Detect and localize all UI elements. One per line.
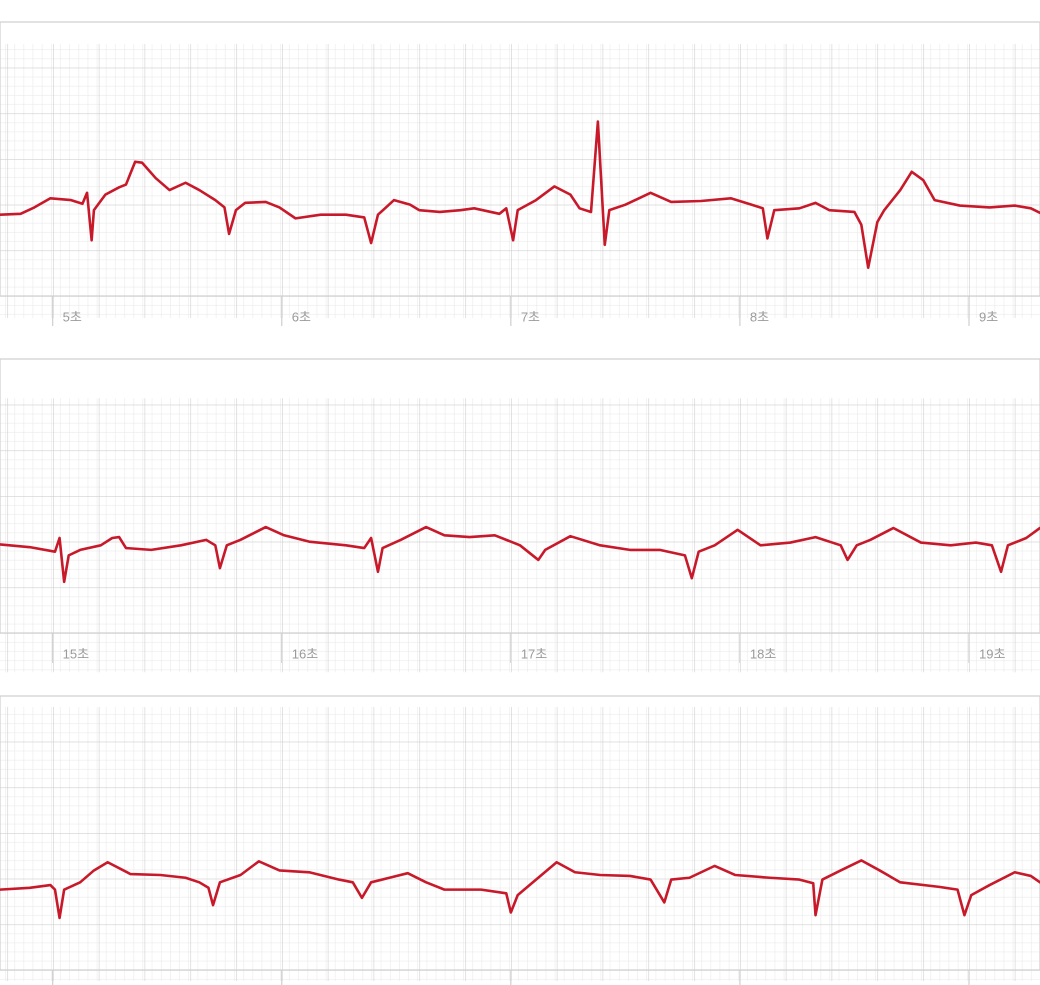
grid-paper	[0, 44, 1040, 318]
x-tick-label: 18초	[750, 646, 776, 661]
x-tick-label: 28초	[750, 983, 776, 985]
x-tick-label: 16초	[292, 646, 318, 661]
x-tick-label: 17초	[521, 646, 547, 661]
x-tick-label: 29초	[979, 983, 1005, 985]
grid-border	[0, 358, 1040, 634]
x-tick-label: 8초	[750, 309, 769, 324]
x-tick-label: 6초	[292, 309, 311, 324]
x-tick-label: 25초	[63, 983, 89, 985]
ecg-trace	[0, 525, 1040, 584]
grid-border	[0, 21, 1040, 297]
ecg-strip: 15초 16초 17초 18초 19초	[0, 358, 1040, 673]
x-tick-label: 15초	[63, 646, 89, 661]
grid-border	[0, 695, 1040, 971]
grid-paper	[0, 398, 1040, 673]
ecg-strip: 5초 6초 7초 8초 9초	[0, 21, 1040, 326]
x-tick-label: 27초	[521, 983, 547, 985]
ecg-trace	[0, 120, 1040, 269]
x-tick-label: 9초	[979, 309, 998, 324]
grid-paper	[0, 706, 1040, 981]
grid	[0, 21, 1040, 318]
x-tick-label: 7초	[521, 309, 540, 324]
ecg-trace	[0, 859, 1040, 920]
ecg-strip: 25초 26초 27초 28초 29초	[0, 695, 1040, 985]
grid	[0, 358, 1040, 673]
x-tick-label: 26초	[292, 983, 318, 985]
grid	[0, 695, 1040, 981]
x-tick-label: 5초	[63, 309, 82, 324]
x-tick-label: 19초	[979, 646, 1005, 661]
